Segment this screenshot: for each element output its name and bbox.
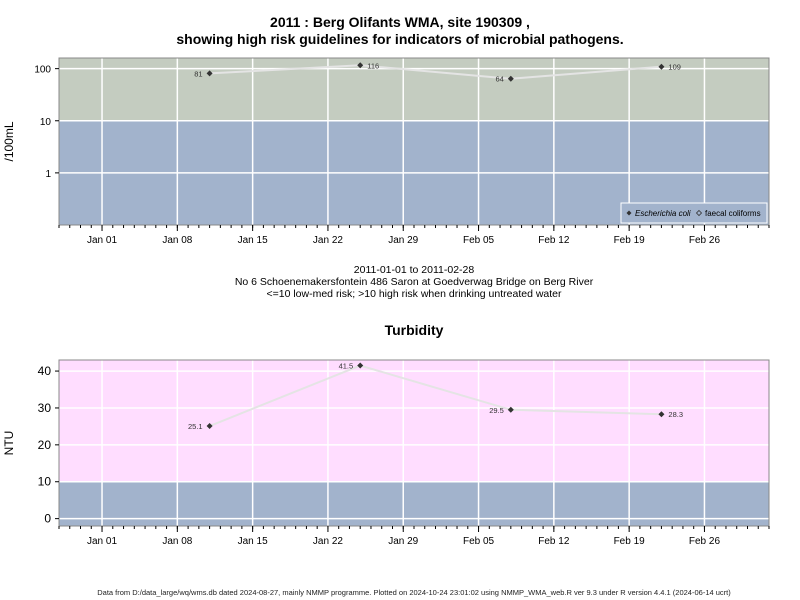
y-tick-label: 10 xyxy=(38,475,52,489)
x-tick-label: Feb 19 xyxy=(614,536,646,547)
x-tick-label: Feb 19 xyxy=(614,235,646,246)
x-tick-label: Feb 05 xyxy=(463,235,495,246)
x-tick-label: Jan 29 xyxy=(388,536,418,547)
x-tick-label: Jan 08 xyxy=(162,536,192,547)
data-label: 116 xyxy=(367,61,379,70)
data-label: 64 xyxy=(495,75,503,84)
y-tick-label: 40 xyxy=(38,364,52,378)
risk-note: <=10 low-med risk; >10 high risk when dr… xyxy=(266,288,562,300)
x-tick-label: Feb 12 xyxy=(538,536,570,547)
y-axis-label: NTU xyxy=(2,431,16,456)
data-label: 29.5 xyxy=(489,406,504,415)
data-point xyxy=(507,406,514,413)
y-axis-label: /100mL xyxy=(2,121,16,161)
x-tick-label: Jan 22 xyxy=(313,235,343,246)
x-tick-label: Feb 12 xyxy=(538,235,570,246)
y-tick-label: 10 xyxy=(40,117,52,128)
x-tick-label: Jan 15 xyxy=(238,235,268,246)
data-point xyxy=(357,62,364,69)
date-range-label: 2011-01-01 to 2011-02-28 xyxy=(353,264,475,276)
legend-label: Escherichia coli xyxy=(635,209,691,218)
x-tick-label: Feb 26 xyxy=(689,536,721,547)
high-risk-band xyxy=(59,360,769,482)
x-tick-label: Jan 22 xyxy=(313,536,343,547)
y-tick-label: 1 xyxy=(45,169,51,180)
data-point xyxy=(206,70,213,77)
data-label: 25.1 xyxy=(188,422,203,431)
panel-title: Turbidity xyxy=(385,322,444,338)
data-label: 28.3 xyxy=(668,410,683,419)
data-point xyxy=(658,63,665,70)
data-label: 41.5 xyxy=(339,362,354,371)
footer-note: Data from D:/data_large/wq/wms.db dated … xyxy=(97,588,731,597)
legend-marker-faecal xyxy=(695,209,703,217)
data-point xyxy=(658,411,665,418)
y-tick-label: 30 xyxy=(38,401,52,415)
y-tick-label: 100 xyxy=(34,65,51,76)
legend-box xyxy=(620,202,768,224)
x-tick-label: Jan 01 xyxy=(87,536,117,547)
data-point xyxy=(357,362,364,369)
x-tick-label: Feb 05 xyxy=(463,536,495,547)
y-tick-label: 20 xyxy=(38,438,52,452)
series-line xyxy=(209,64,662,80)
data-label: 109 xyxy=(668,63,681,72)
series-line xyxy=(209,364,662,427)
site-description: No 6 Schoenemakersfontein 486 Saron at G… xyxy=(234,276,594,288)
legend-label: faecal coliforms xyxy=(705,209,761,218)
data-point xyxy=(206,423,213,430)
chart-title-line1: 2011 : Berg Olifants WMA, site 190309 , xyxy=(270,14,530,30)
legend-marker-ecoli xyxy=(626,210,632,216)
data-point xyxy=(507,75,514,82)
x-tick-label: Jan 01 xyxy=(87,235,117,246)
data-label: 81 xyxy=(194,69,202,78)
x-tick-label: Feb 26 xyxy=(689,235,721,246)
turbidity-chart: 0 10 20 30 40 Jan 01 Jan 08 Jan 15 Jan 22 Jan 29 F… xyxy=(2,322,770,547)
microbial-chart: 1 10 100 Jan 01 Jan 08 Jan 15 Jan 22 Jan 29 Feb … xyxy=(2,57,770,246)
x-tick-label: Jan 29 xyxy=(388,235,418,246)
y-tick-label: 0 xyxy=(44,512,51,526)
x-tick-label: Jan 08 xyxy=(162,235,192,246)
x-tick-label: Jan 15 xyxy=(238,536,268,547)
chart-title-line2: showing high risk guidelines for indicat… xyxy=(176,31,624,47)
